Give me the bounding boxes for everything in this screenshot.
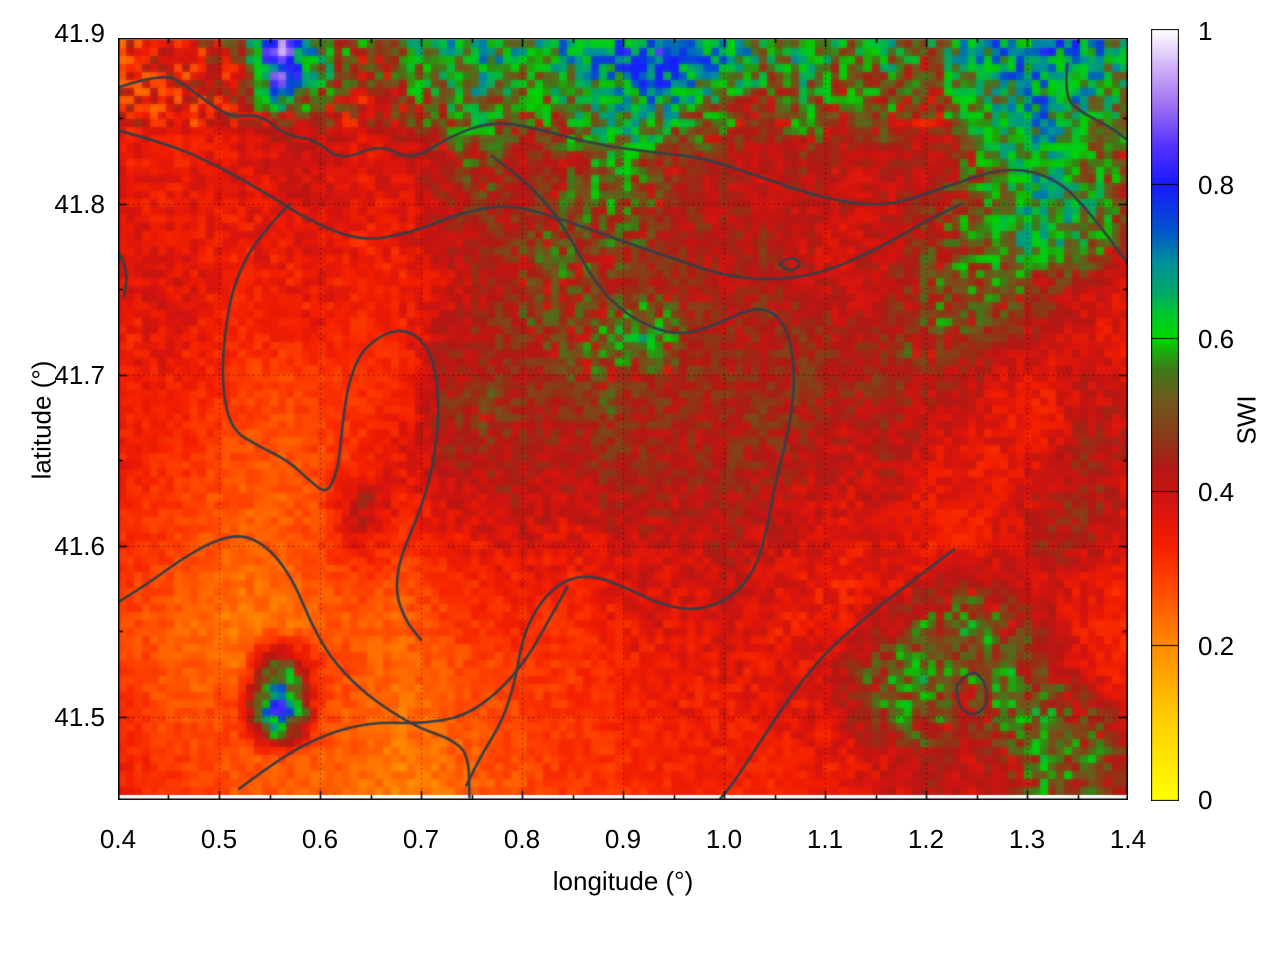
y-tick-label: 41.8 bbox=[54, 188, 105, 219]
x-tick-label: 1.1 bbox=[806, 824, 844, 854]
x-tick-label: 1.2 bbox=[907, 824, 945, 854]
colorbar-tick-label: 0.2 bbox=[1198, 631, 1235, 662]
colorbar-canvas bbox=[1151, 29, 1179, 801]
x-tick-label: 0.8 bbox=[503, 824, 541, 854]
y-axis-label: latitude (°) bbox=[26, 360, 57, 480]
x-tick-label: 0.6 bbox=[301, 824, 339, 854]
x-tick-label: 1.0 bbox=[705, 824, 743, 854]
x-tick-label: 0.5 bbox=[200, 824, 238, 854]
y-tick-label: 41.5 bbox=[54, 701, 105, 732]
colorbar-tick-label: 0.4 bbox=[1198, 477, 1235, 508]
x-tick-label: 1.4 bbox=[1109, 824, 1147, 854]
heatmap-canvas bbox=[118, 38, 1128, 800]
colorbar-tick-label: 0.8 bbox=[1198, 169, 1235, 200]
x-tick-label: 0.9 bbox=[604, 824, 642, 854]
x-tick-label: 0.4 bbox=[99, 824, 137, 854]
colorbar-label: SWI bbox=[1231, 395, 1262, 445]
x-tick-label: 0.7 bbox=[402, 824, 440, 854]
y-tick-label: 41.6 bbox=[54, 530, 105, 561]
colorbar-tick-label: 0.6 bbox=[1198, 323, 1235, 354]
colorbar-tick-label: 1 bbox=[1198, 16, 1213, 46]
x-axis-label: longitude (°) bbox=[552, 866, 694, 896]
colorbar-tick-label: 0 bbox=[1198, 785, 1213, 815]
y-tick-label: 41.7 bbox=[54, 359, 105, 390]
y-tick-label: 41.9 bbox=[54, 17, 105, 48]
x-tick-label: 1.3 bbox=[1008, 824, 1046, 854]
